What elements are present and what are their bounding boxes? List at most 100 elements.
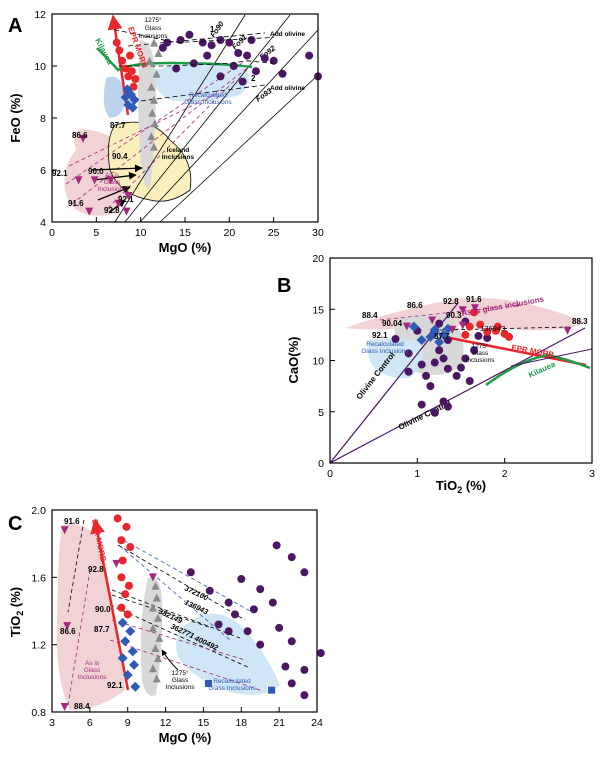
panel-b-magenta-triangle: [458, 321, 467, 330]
panel-b-purple-point: [443, 402, 452, 411]
panel-a-v916: 91.6: [68, 199, 84, 208]
panel-c-red-point: [113, 514, 122, 523]
x-tick-label: 5: [93, 227, 99, 239]
panel-c-1275-l2: Glass: [172, 677, 189, 684]
panel-a-recalc-l2: Glass Inclusions: [184, 99, 232, 106]
panel-c: C EPR MORB 91.6 92.8 86.6 88.4 90.0: [8, 505, 325, 745]
panel-c-blue-diamond: [125, 626, 136, 637]
panel-b-v916: 91.6: [466, 295, 482, 304]
panel-b-purple-point: [430, 408, 439, 417]
panel-b-v903: 90.3: [446, 311, 462, 320]
panel-c-purple-point: [272, 541, 281, 550]
panel-a-purple-point: [216, 72, 225, 81]
panel-b-purple-point: [404, 349, 413, 358]
panel-c-v900: 90.0: [95, 605, 111, 614]
panel-b-ylabel: CaO(%): [286, 337, 301, 384]
panel-a-v866: 86.6: [72, 131, 88, 140]
panel-c-recalc-l1: Recalculated: [213, 678, 251, 685]
panel-b-red-point: [465, 322, 474, 331]
panel-a-magenta-triangle: [85, 207, 94, 216]
panel-b-magenta-triangle: [563, 326, 572, 335]
panel-a-magenta-triangle: [90, 176, 99, 185]
panel-c-blue-diamond: [120, 636, 131, 647]
panel-c-purple-point: [256, 640, 265, 649]
panel-b-v884: 88.4: [362, 311, 378, 320]
panel-c-blue-diamond: [117, 617, 128, 628]
panel-b-purple-point: [457, 363, 465, 372]
panel-a-purple-point: [305, 51, 314, 60]
panel-b: B Olivine Control Olivine Control As is …: [277, 253, 595, 495]
panel-b-kilauea-line: [485, 353, 591, 387]
panel-c-gray-triangle: [152, 674, 161, 683]
panel-b-blue-diamond: [429, 326, 440, 337]
panel-b-magenta-triangle: [428, 316, 437, 325]
panel-a-purple-point: [225, 38, 234, 47]
panel-b-magenta-triangle: [402, 322, 411, 331]
panel-a-purple-point: [234, 49, 243, 57]
panel-a-gray-triangle: [147, 132, 156, 141]
panel-c-blue-diamond: [122, 669, 133, 680]
panel-a-purple-point: [185, 30, 194, 39]
panel-c-red-point: [118, 556, 127, 565]
panel-c-magenta-triangle: [112, 559, 121, 568]
panel-a-iceland-l2: Inclusions: [162, 154, 195, 161]
panel-a-red-point: [127, 67, 136, 76]
panel-a-asis-l3: Inclusions: [98, 186, 128, 193]
x-tick-label: 12: [160, 717, 172, 729]
panel-a-red-point: [126, 51, 135, 60]
y-tick-label: 1.2: [31, 640, 46, 652]
panel-b-red-point: [476, 320, 485, 329]
panel-b-magenta-triangle: [458, 306, 467, 315]
panel-c-ticks: 3 6 9 12 15 18 21 24 0.8 1.2 1.6 2.0: [31, 505, 323, 729]
x-tick-label: 18: [235, 717, 247, 729]
panel-c-gray-triangle: [151, 644, 160, 653]
panel-b-purple-point: [417, 360, 426, 369]
y-tick-label: 12: [34, 9, 46, 21]
panel-a-gray-triangle: [149, 142, 158, 151]
panel-c-magenta-lines: [67, 569, 261, 706]
panel-c-purple-point: [224, 598, 233, 607]
panel-c-gray-triangle: [148, 664, 157, 673]
panel-c-gray-triangle: [154, 613, 162, 622]
panel-c-1275-arrow: [161, 649, 179, 671]
panel-a-recalc-field: [154, 64, 249, 102]
panel-b-recalc-l2: Glass Inclusions: [361, 348, 409, 355]
panel-b-purple-point: [426, 382, 435, 391]
panel-c-purple-point: [300, 665, 309, 674]
panel-b-purple-point: [422, 371, 431, 380]
panel-a-purple-point: [278, 69, 287, 78]
panel-b-recalc-l1: Recalculated: [366, 341, 404, 348]
panel-c-blue-diamond: [127, 646, 138, 657]
panel-c-purple-point: [275, 623, 284, 632]
panel-b-purple-point: [483, 333, 492, 342]
panel-c-v916: 91.6: [64, 517, 80, 526]
panel-c-purple-point: [224, 627, 233, 636]
y-tick-label: 1.6: [31, 572, 46, 584]
panel-a-fo-lines: [114, 14, 319, 223]
panel-a-purple-point: [203, 51, 212, 60]
panel-b-1275-l2: Glass: [472, 350, 489, 357]
panel-c-magenta-triangle: [60, 526, 69, 535]
panel-c-gray-triangle: [148, 623, 157, 632]
panel-b-ticks: 0 1 2 3 0 5 10 15 20: [312, 253, 595, 480]
panel-a-black-arrows: [91, 164, 143, 213]
panel-a-gray-triangle: [148, 108, 157, 117]
panel-a-v904: 90.4: [112, 152, 128, 161]
x-tick-label: 10: [135, 227, 147, 239]
panel-c-frame: [51, 509, 318, 713]
y-tick-label: 0.8: [31, 707, 46, 719]
panel-b-purple-point: [461, 354, 470, 363]
panel-a-gray-triangle: [149, 95, 158, 104]
panel-a-purple-point: [158, 43, 167, 52]
panel-c-purple-point: [243, 627, 252, 636]
x-tick-label: 3: [589, 468, 595, 480]
x-tick-label: 21: [273, 717, 285, 729]
panel-a-line1-label: 1: [210, 25, 215, 34]
panel-c-blue-square: [204, 678, 213, 688]
panel-a-letter: A: [8, 15, 22, 37]
panel-c-blue-square: [267, 685, 276, 695]
panel-c-gray-triangle: [154, 654, 162, 663]
panel-c-1275-l1: 1275°: [171, 669, 188, 677]
panel-b-purple-point: [443, 364, 452, 373]
